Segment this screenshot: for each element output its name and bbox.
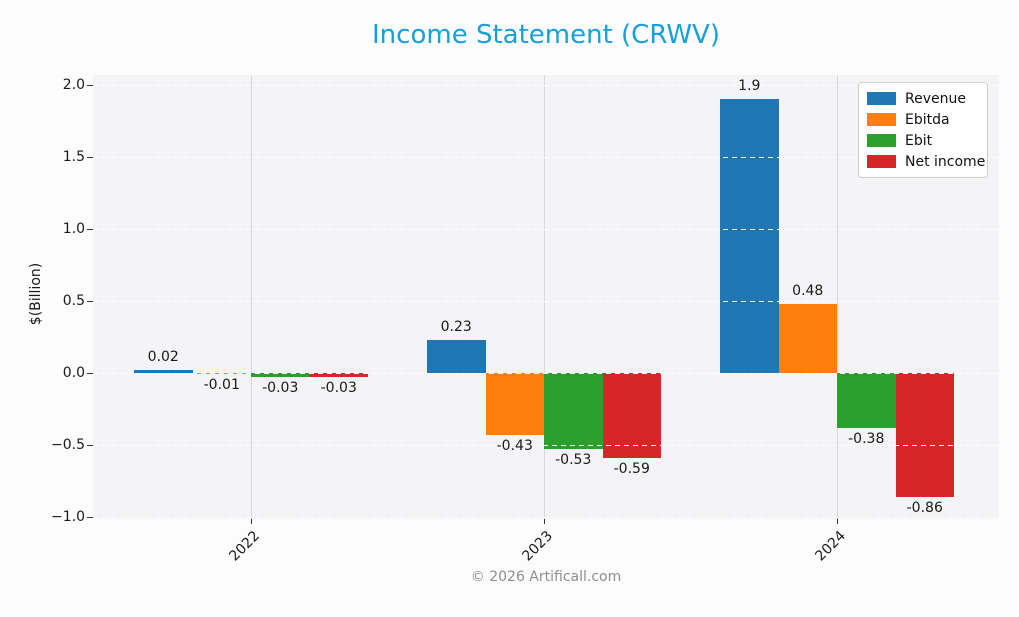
y-tick-mark: [87, 517, 93, 518]
y-gridline: [93, 301, 999, 302]
bar-value-label: -0.01: [203, 377, 240, 394]
legend-swatch-ebit: [867, 134, 896, 147]
bar-ebitda-2024: [778, 303, 837, 373]
legend-swatch-revenue: [867, 92, 896, 105]
y-gridline: [93, 157, 999, 158]
x-tick-label: 2023: [519, 528, 557, 565]
legend-item-ebit: Ebit: [867, 130, 979, 151]
bar-net-income-2022: [309, 373, 368, 378]
y-tick-mark: [87, 373, 93, 374]
bar-value-label: -0.38: [848, 430, 885, 447]
y-tick-mark: [87, 85, 93, 86]
bar-value-label: -0.59: [613, 460, 650, 477]
x-gridline: [837, 75, 838, 519]
y-gridline: [93, 517, 999, 518]
bar-value-label: 0.02: [147, 349, 179, 366]
bar-revenue-2023: [427, 339, 486, 373]
x-gridline: [251, 75, 252, 519]
bar-value-label: -0.03: [262, 380, 299, 397]
x-gridline: [544, 75, 545, 519]
x-tick-label: 2022: [226, 528, 264, 565]
bar-ebit-2023: [544, 373, 603, 450]
x-tick-label: 2024: [812, 528, 850, 565]
bar-revenue-2022: [134, 370, 193, 373]
bar-value-label: -0.53: [555, 452, 592, 469]
legend-swatch-ebitda: [867, 113, 896, 126]
y-tick-mark: [87, 157, 93, 158]
legend-item-label: Ebitda: [905, 111, 950, 128]
y-tick-label: 1.0: [62, 221, 85, 237]
legend-item-revenue: Revenue: [867, 88, 979, 109]
bar-value-label: 1.9: [738, 78, 761, 95]
y-tick-label: −0.5: [51, 437, 85, 453]
bar-net-income-2023: [602, 373, 661, 458]
y-gridline: [93, 373, 999, 374]
footer-credit: © 2026 Artificall.com: [470, 569, 622, 585]
bar-value-label: -0.03: [320, 380, 357, 397]
x-tick-mark: [544, 519, 545, 524]
bar-ebit-2024: [837, 373, 896, 428]
y-gridline: [93, 445, 999, 446]
y-tick-mark: [87, 229, 93, 230]
legend: Revenue Ebitda Ebit Net income: [858, 82, 988, 178]
bar-value-label: 0.23: [440, 318, 472, 335]
x-tick-mark: [251, 519, 252, 524]
bar-value-label: -0.86: [906, 499, 943, 516]
bar-value-label: -0.43: [496, 437, 533, 454]
legend-item-net-income: Net income: [867, 151, 985, 172]
y-tick-mark: [87, 445, 93, 446]
bar-ebitda-2023: [485, 373, 544, 435]
y-tick-label: 0.5: [62, 293, 85, 309]
bar-ebit-2022: [251, 373, 310, 378]
legend-swatch-net-income: [867, 155, 896, 168]
chart-title: Income Statement (CRWV): [372, 20, 720, 50]
bar-net-income-2024: [895, 373, 954, 497]
bar-revenue-2024: [720, 99, 779, 373]
plot-area: [93, 75, 999, 519]
y-gridline: [93, 85, 999, 86]
legend-item-label: Ebit: [905, 132, 933, 149]
bar-value-label: 0.48: [792, 282, 824, 299]
legend-item-label: Net income: [905, 153, 986, 170]
legend-item-ebitda: Ebitda: [867, 109, 979, 130]
y-tick-label: −1.0: [51, 509, 85, 525]
legend-item-label: Revenue: [905, 90, 966, 107]
y-gridline: [93, 229, 999, 230]
y-tick-label: 0.0: [62, 365, 85, 381]
y-tick-label: 2.0: [62, 77, 85, 93]
y-tick-mark: [87, 301, 93, 302]
y-tick-label: 1.5: [62, 149, 85, 165]
x-tick-mark: [837, 519, 838, 524]
